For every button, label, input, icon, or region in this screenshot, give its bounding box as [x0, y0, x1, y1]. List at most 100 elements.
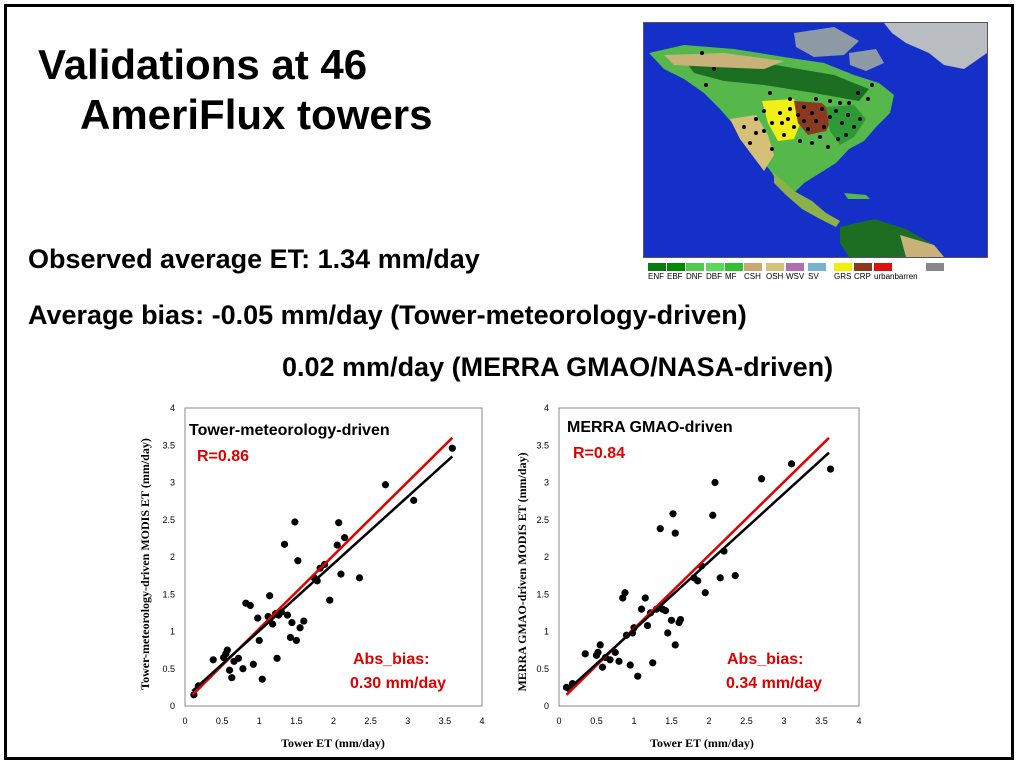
data-point	[230, 657, 238, 665]
legend-swatch-other	[926, 263, 944, 271]
legend-label-osh: OSH	[766, 272, 784, 281]
data-point	[615, 657, 623, 665]
x-tick-label: 2	[706, 716, 711, 726]
y-tick-label: 1	[544, 627, 549, 637]
data-point	[581, 650, 589, 658]
data-point	[337, 570, 345, 578]
y-tick-label: 0	[544, 701, 549, 711]
data-point	[410, 496, 418, 504]
fit-lines	[565, 436, 830, 696]
data-point	[246, 601, 254, 610]
legend-label-urbanbarren: urbanbarren	[874, 272, 918, 281]
data-point	[335, 519, 343, 527]
data-point	[676, 615, 685, 624]
data-point	[258, 675, 266, 683]
data-point	[826, 465, 835, 473]
plot-title: MERRA GMAO-driven	[567, 419, 733, 436]
x-tick-label: 3.5	[439, 716, 452, 726]
y-tick-label: 1.5	[162, 589, 175, 599]
x-tick-label: 0.5	[216, 716, 229, 726]
y-tick-label: 2	[544, 552, 549, 562]
y-tick-label: 2.5	[162, 515, 175, 525]
data-point	[621, 589, 629, 597]
y-axis-label: MERRA GMAO-driven MODIS ET (mm/day)	[515, 452, 529, 691]
data-point	[709, 511, 717, 519]
legend-swatch-ebf	[667, 263, 685, 271]
data-point	[280, 540, 289, 548]
legend-label-dnf: DNF	[686, 272, 703, 281]
data-point	[341, 534, 349, 542]
y-axis-label: Tower-meteorology-driven MODIS ET (mm/da…	[138, 438, 152, 690]
x-ticks: 0 0.5 1 1.5 2 2.5 3 3.5 4	[556, 716, 861, 726]
r-value-label: R=0.84	[573, 445, 625, 462]
data-point	[606, 656, 614, 664]
data-point	[596, 641, 604, 649]
legend-swatch-wsv	[786, 263, 804, 271]
x-axis-label: Tower ET (mm/day)	[281, 736, 385, 750]
x-ticks: 0 0.5 1 1.5 2 2.5 3 3.5 4	[182, 716, 484, 726]
fit-lines	[191, 436, 454, 696]
data-point	[300, 617, 308, 625]
slide-frame	[4, 4, 1014, 760]
data-point	[225, 666, 234, 674]
data-point	[701, 589, 709, 597]
data-point	[637, 605, 646, 613]
slide-title: Validations at 46 AmeriFlux towers	[38, 40, 432, 140]
data-point	[669, 510, 677, 518]
data-point	[671, 641, 679, 649]
scatter-plot-merra: 0 0.5 1 1.5 2 2.5 3 3.5 4 0 0.5 1 1.5 2 2.5 3 3.5 4 MERR…	[515, 403, 862, 750]
x-tick-label: 3	[405, 716, 410, 726]
data-point	[294, 557, 302, 565]
data-point	[757, 475, 766, 483]
data-point	[292, 636, 300, 645]
legend-swatch-osh	[766, 263, 784, 271]
data-point	[667, 616, 676, 624]
data-points	[562, 460, 835, 691]
legend-swatch-crp	[854, 263, 872, 271]
x-tick-label: 1.5	[290, 716, 303, 726]
y-tick-label: 3.5	[162, 440, 175, 450]
legend-swatch-dnf	[686, 263, 704, 271]
data-point	[209, 656, 217, 664]
data-point	[694, 577, 702, 585]
data-point	[626, 661, 634, 669]
y-tick-label: 2.5	[536, 515, 549, 525]
y-tick-label: 0.5	[162, 664, 175, 674]
data-point	[255, 636, 263, 645]
x-tick-label: 0	[556, 716, 561, 726]
x-tick-label: 3	[781, 716, 786, 726]
x-tick-label: 1	[257, 716, 262, 726]
legend-swatch-sv	[808, 263, 826, 271]
observed-et-text: Observed average ET: 1.34 mm/day	[28, 244, 480, 274]
data-point	[671, 529, 679, 537]
data-point	[239, 665, 247, 673]
data-point	[664, 629, 672, 637]
data-point	[381, 481, 390, 489]
y-tick-label: 4	[170, 403, 175, 413]
title-line-2: AmeriFlux towers	[80, 91, 433, 138]
data-point	[787, 460, 796, 468]
data-point	[711, 478, 719, 487]
data-point	[643, 621, 652, 630]
x-tick-label: 1	[631, 716, 636, 726]
data-point	[594, 648, 602, 656]
legend-swatch-enf	[648, 263, 666, 271]
title-line-1: Validations at 46	[38, 41, 368, 88]
y-tick-label: 0.5	[536, 664, 549, 674]
data-point	[641, 594, 649, 602]
data-point	[273, 654, 281, 662]
landcover-map	[643, 22, 988, 258]
regression-line	[565, 451, 830, 693]
legend-label-ebf: EBF	[667, 272, 683, 281]
legend-label-enf: ENF	[648, 272, 664, 281]
plot-title: Tower-meteorology-driven	[189, 422, 390, 439]
regression-line	[191, 455, 454, 693]
x-tick-label: 2.5	[364, 716, 377, 726]
r-value-label: R=0.86	[197, 448, 249, 465]
y-tick-label: 0	[170, 701, 175, 711]
data-point	[649, 659, 657, 667]
legend-label-dbf: DBF	[706, 272, 722, 281]
y-ticks: 0 0.5 1 1.5 2 2.5 3 3.5 4	[536, 403, 549, 711]
data-point	[286, 633, 295, 642]
legend-swatch-mf	[725, 263, 743, 271]
